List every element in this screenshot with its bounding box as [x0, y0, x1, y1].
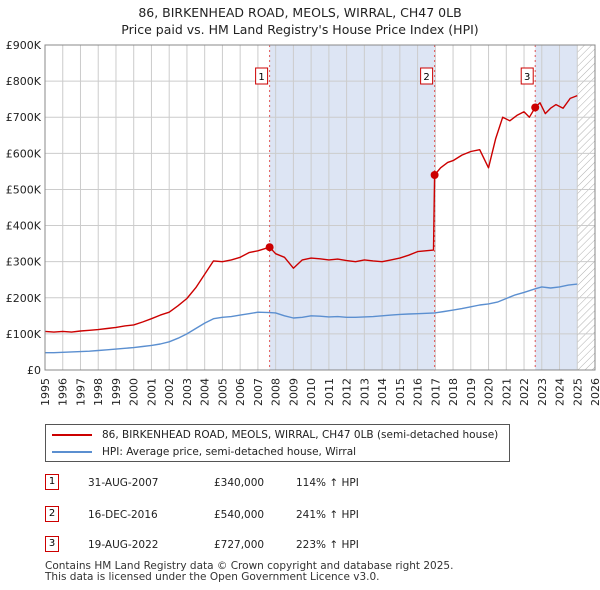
- transaction-badge: 2: [45, 506, 59, 522]
- footer-line-1: Contains HM Land Registry data © Crown c…: [45, 560, 454, 572]
- y-tick-label: £0: [27, 364, 41, 377]
- price-chart: £0 £100K £200K £300K £400K £500K £600K £700K £80…: [6, 39, 600, 406]
- footer-attribution: Contains HM Land Registry data © Crown c…: [45, 561, 585, 583]
- legend-item-hpi: HPI: Average price, semi-detached house,…: [52, 444, 356, 460]
- y-tick-label: £600K: [6, 147, 42, 160]
- y-tick-label: £900K: [6, 39, 42, 52]
- x-tick-label: 2000: [128, 378, 141, 406]
- sale-marker-label: 3: [524, 72, 530, 83]
- x-tick-label: 2017: [429, 378, 442, 406]
- y-tick-label: £500K: [6, 183, 42, 196]
- plot-border: [44, 44, 596, 371]
- sale-marker-badge: [255, 67, 269, 85]
- x-tick-label: 2003: [181, 378, 194, 406]
- x-tick-label: 2015: [394, 378, 407, 406]
- chart-subtitle: Price paid vs. HM Land Registry's House …: [121, 22, 479, 37]
- table-row: 2 16-DEC-2016 £540,000 241% ↑ HPI: [0, 506, 600, 524]
- x-tick-label: 2011: [323, 378, 336, 406]
- y-tick-label: £300K: [6, 256, 42, 269]
- transaction-date: 16-DEC-2016: [88, 509, 158, 521]
- x-tick-label: 2023: [536, 378, 549, 406]
- sale-marker-label: 2: [423, 72, 429, 83]
- x-tick-label: 1995: [39, 378, 52, 406]
- legend: 86, BIRKENHEAD ROAD, MEOLS, WIRRAL, CH47…: [45, 424, 510, 462]
- transaction-hpi: 241% ↑ HPI: [296, 509, 359, 521]
- x-tick-label: 2001: [145, 378, 158, 406]
- x-tick-label: 2025: [571, 378, 584, 406]
- x-tick-label: 1996: [57, 378, 70, 406]
- y-tick-label: £800K: [6, 75, 42, 88]
- x-tick-label: 2002: [163, 378, 176, 406]
- x-tick-label: 2008: [270, 378, 283, 406]
- forecast-hatch: [577, 45, 595, 370]
- sale-point: [430, 171, 439, 179]
- hpi-series-line: [45, 283, 578, 354]
- x-tick-label: 2024: [554, 378, 567, 406]
- y-tick-label: £700K: [6, 111, 42, 124]
- x-tick-label: 2014: [376, 378, 389, 406]
- ownership-shade: [269, 45, 435, 370]
- x-tick-label: 2026: [589, 378, 600, 406]
- transaction-hpi: 223% ↑ HPI: [296, 539, 359, 551]
- transaction-badge: 1: [45, 474, 59, 490]
- x-tick-label: 2019: [465, 378, 478, 406]
- sale-marker-badge: [520, 67, 534, 85]
- x-tick-label: 2006: [234, 378, 247, 406]
- x-tick-label: 2004: [199, 378, 212, 406]
- legend-label-property: 86, BIRKENHEAD ROAD, MEOLS, WIRRAL, CH47…: [102, 429, 499, 441]
- x-tick-label: 2005: [216, 378, 229, 406]
- x-tick-label: 2012: [341, 378, 354, 406]
- property-series-line: [44, 94, 578, 333]
- transaction-date: 31-AUG-2007: [88, 477, 159, 489]
- y-tick-label: £400K: [6, 220, 42, 233]
- x-tick-label: 2018: [447, 378, 460, 406]
- x-tick-label: 1998: [92, 378, 105, 406]
- legend-swatch-property: [52, 434, 92, 436]
- x-tick-label: 1999: [110, 378, 123, 406]
- table-row: 1 31-AUG-2007 £340,000 114% ↑ HPI: [0, 474, 600, 492]
- transaction-price: £540,000: [214, 509, 265, 521]
- transaction-hpi: 114% ↑ HPI: [296, 477, 359, 489]
- x-tick-label: 2013: [358, 378, 371, 406]
- x-tick-label: 2021: [500, 378, 513, 406]
- transaction-badge: 3: [45, 536, 59, 552]
- y-tick-label: £100K: [6, 328, 42, 341]
- transaction-price: £727,000: [214, 539, 265, 551]
- x-tick-label: 2020: [483, 378, 496, 406]
- sale-point: [531, 103, 540, 112]
- x-tick-label: 2009: [287, 378, 300, 406]
- footer-line-2: This data is licensed under the Open Gov…: [45, 571, 380, 583]
- transaction-price: £340,000: [214, 477, 265, 489]
- x-tick-label: 2022: [518, 378, 531, 406]
- legend-item-property: 86, BIRKENHEAD ROAD, MEOLS, WIRRAL, CH47…: [52, 427, 498, 443]
- chart-title: 86, BIRKENHEAD ROAD, MEOLS, WIRRAL, CH47…: [138, 5, 462, 20]
- sale-marker-label: 1: [258, 72, 264, 83]
- transaction-date: 19-AUG-2022: [88, 539, 159, 551]
- x-tick-label: 2010: [305, 378, 318, 406]
- legend-swatch-hpi: [52, 451, 92, 453]
- x-tick-label: 2016: [412, 378, 425, 406]
- x-tick-label: 2007: [252, 378, 265, 406]
- y-tick-label: £200K: [6, 292, 42, 305]
- table-row: 3 19-AUG-2022 £727,000 223% ↑ HPI: [0, 536, 600, 554]
- sale-point: [265, 243, 274, 252]
- legend-label-hpi: HPI: Average price, semi-detached house,…: [102, 446, 357, 458]
- sale-marker-badge: [420, 67, 434, 85]
- x-tick-label: 1997: [74, 378, 87, 406]
